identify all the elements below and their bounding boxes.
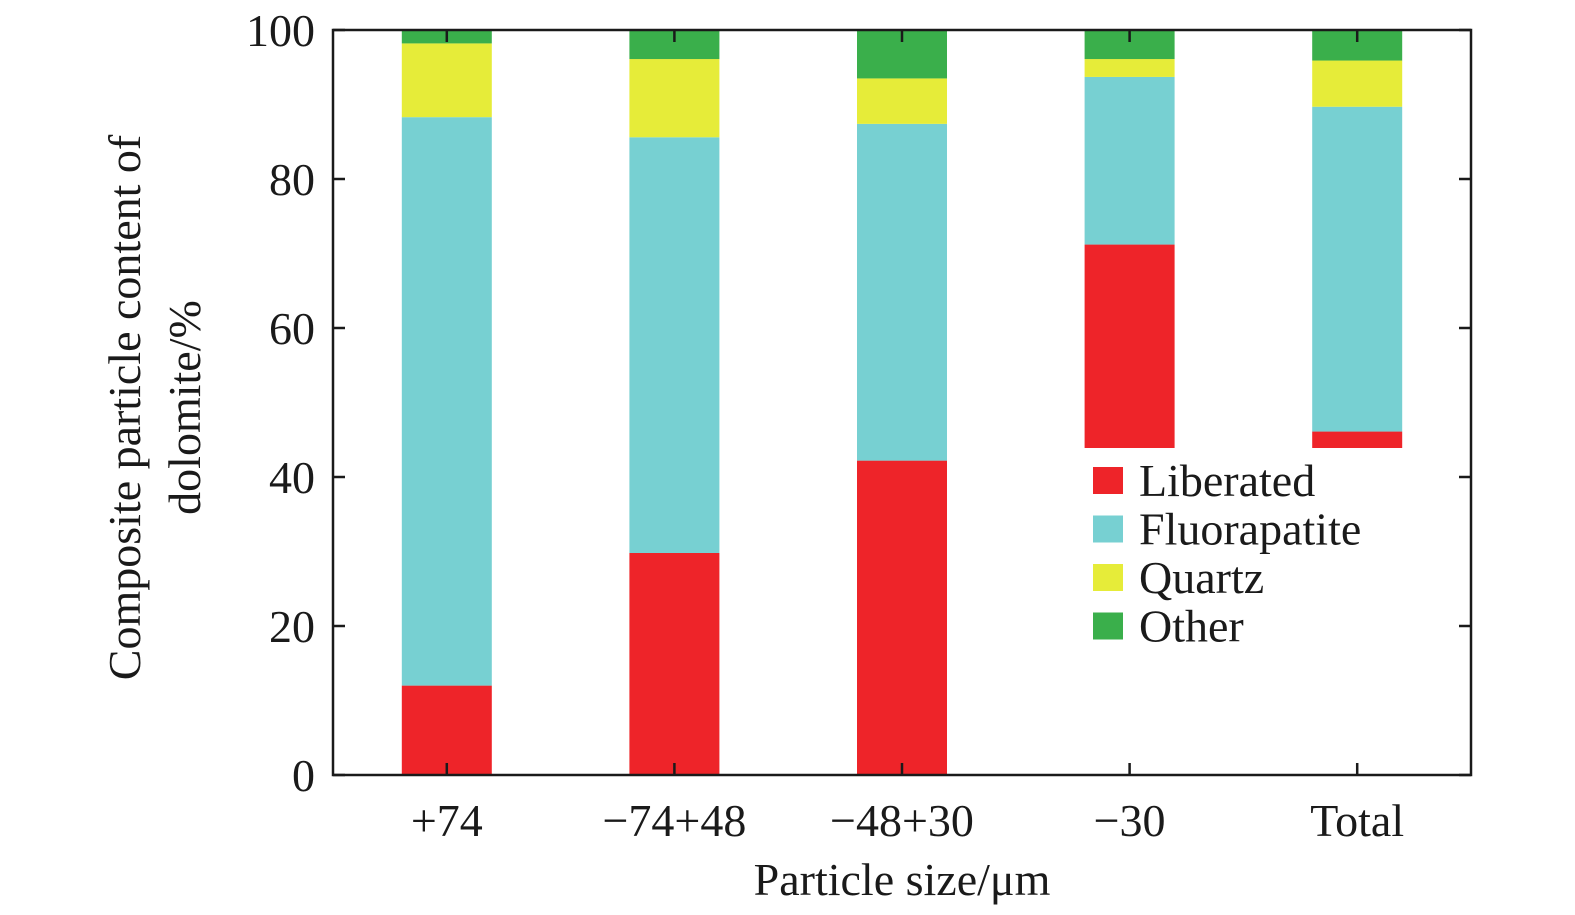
x-tick-label: −74+48 — [602, 795, 746, 846]
x-tick-label: Total — [1310, 795, 1404, 846]
y-axis-title-line-1: Composite particle content of — [99, 134, 150, 680]
bar-quartz-4 — [1084, 59, 1175, 77]
y-tick-label: 0 — [292, 750, 315, 801]
legend-swatch-fluorapatite — [1093, 515, 1123, 543]
legend-label-other: Other — [1139, 601, 1244, 652]
legend-swatch-liberated — [1093, 467, 1123, 494]
bar-liberated-3 — [857, 460, 947, 775]
legend-label-fluorapatite: Fluorapatite — [1139, 504, 1361, 555]
bar-liberated-2 — [629, 552, 720, 775]
legend-label-quartz: Quartz — [1139, 552, 1264, 603]
y-axis-title-line-2: dolomite/% — [159, 300, 210, 515]
x-tick-label: −30 — [1094, 795, 1166, 846]
y-tick-label: 60 — [269, 303, 315, 354]
y-tick-label: 20 — [269, 601, 315, 652]
legend-label-liberated: Liberated — [1139, 455, 1315, 506]
x-tick-label: −48+30 — [830, 795, 974, 846]
bar-fluorapatite-5 — [1312, 106, 1403, 432]
y-tick-label: 100 — [246, 5, 315, 56]
legend-swatch-quartz — [1093, 564, 1123, 591]
bar-fluorapatite-1 — [401, 117, 492, 686]
bar-quartz-2 — [629, 59, 720, 138]
x-tick-label: +74 — [411, 795, 483, 846]
x-axis-ticks: +74 −74+48 −48+30 −30 Total — [411, 30, 1404, 846]
bar-quartz-1 — [401, 43, 492, 118]
bar-quartz-3 — [857, 78, 947, 124]
legend-swatch-other — [1093, 612, 1123, 640]
y-tick-label: 80 — [269, 154, 315, 205]
bar-fluorapatite-2 — [629, 137, 720, 553]
bar-fluorapatite-4 — [1084, 76, 1175, 245]
bar-fluorapatite-3 — [857, 123, 947, 461]
bar-liberated-1 — [401, 685, 492, 775]
y-tick-label: 40 — [269, 452, 315, 503]
y-axis-ticks: 0 20 40 60 80 100 — [246, 5, 1471, 801]
legend-background — [1078, 448, 1470, 882]
x-axis-title: Particle size/μm — [754, 854, 1051, 905]
bar-quartz-5 — [1312, 60, 1403, 107]
plot-frame — [331, 28, 1473, 777]
